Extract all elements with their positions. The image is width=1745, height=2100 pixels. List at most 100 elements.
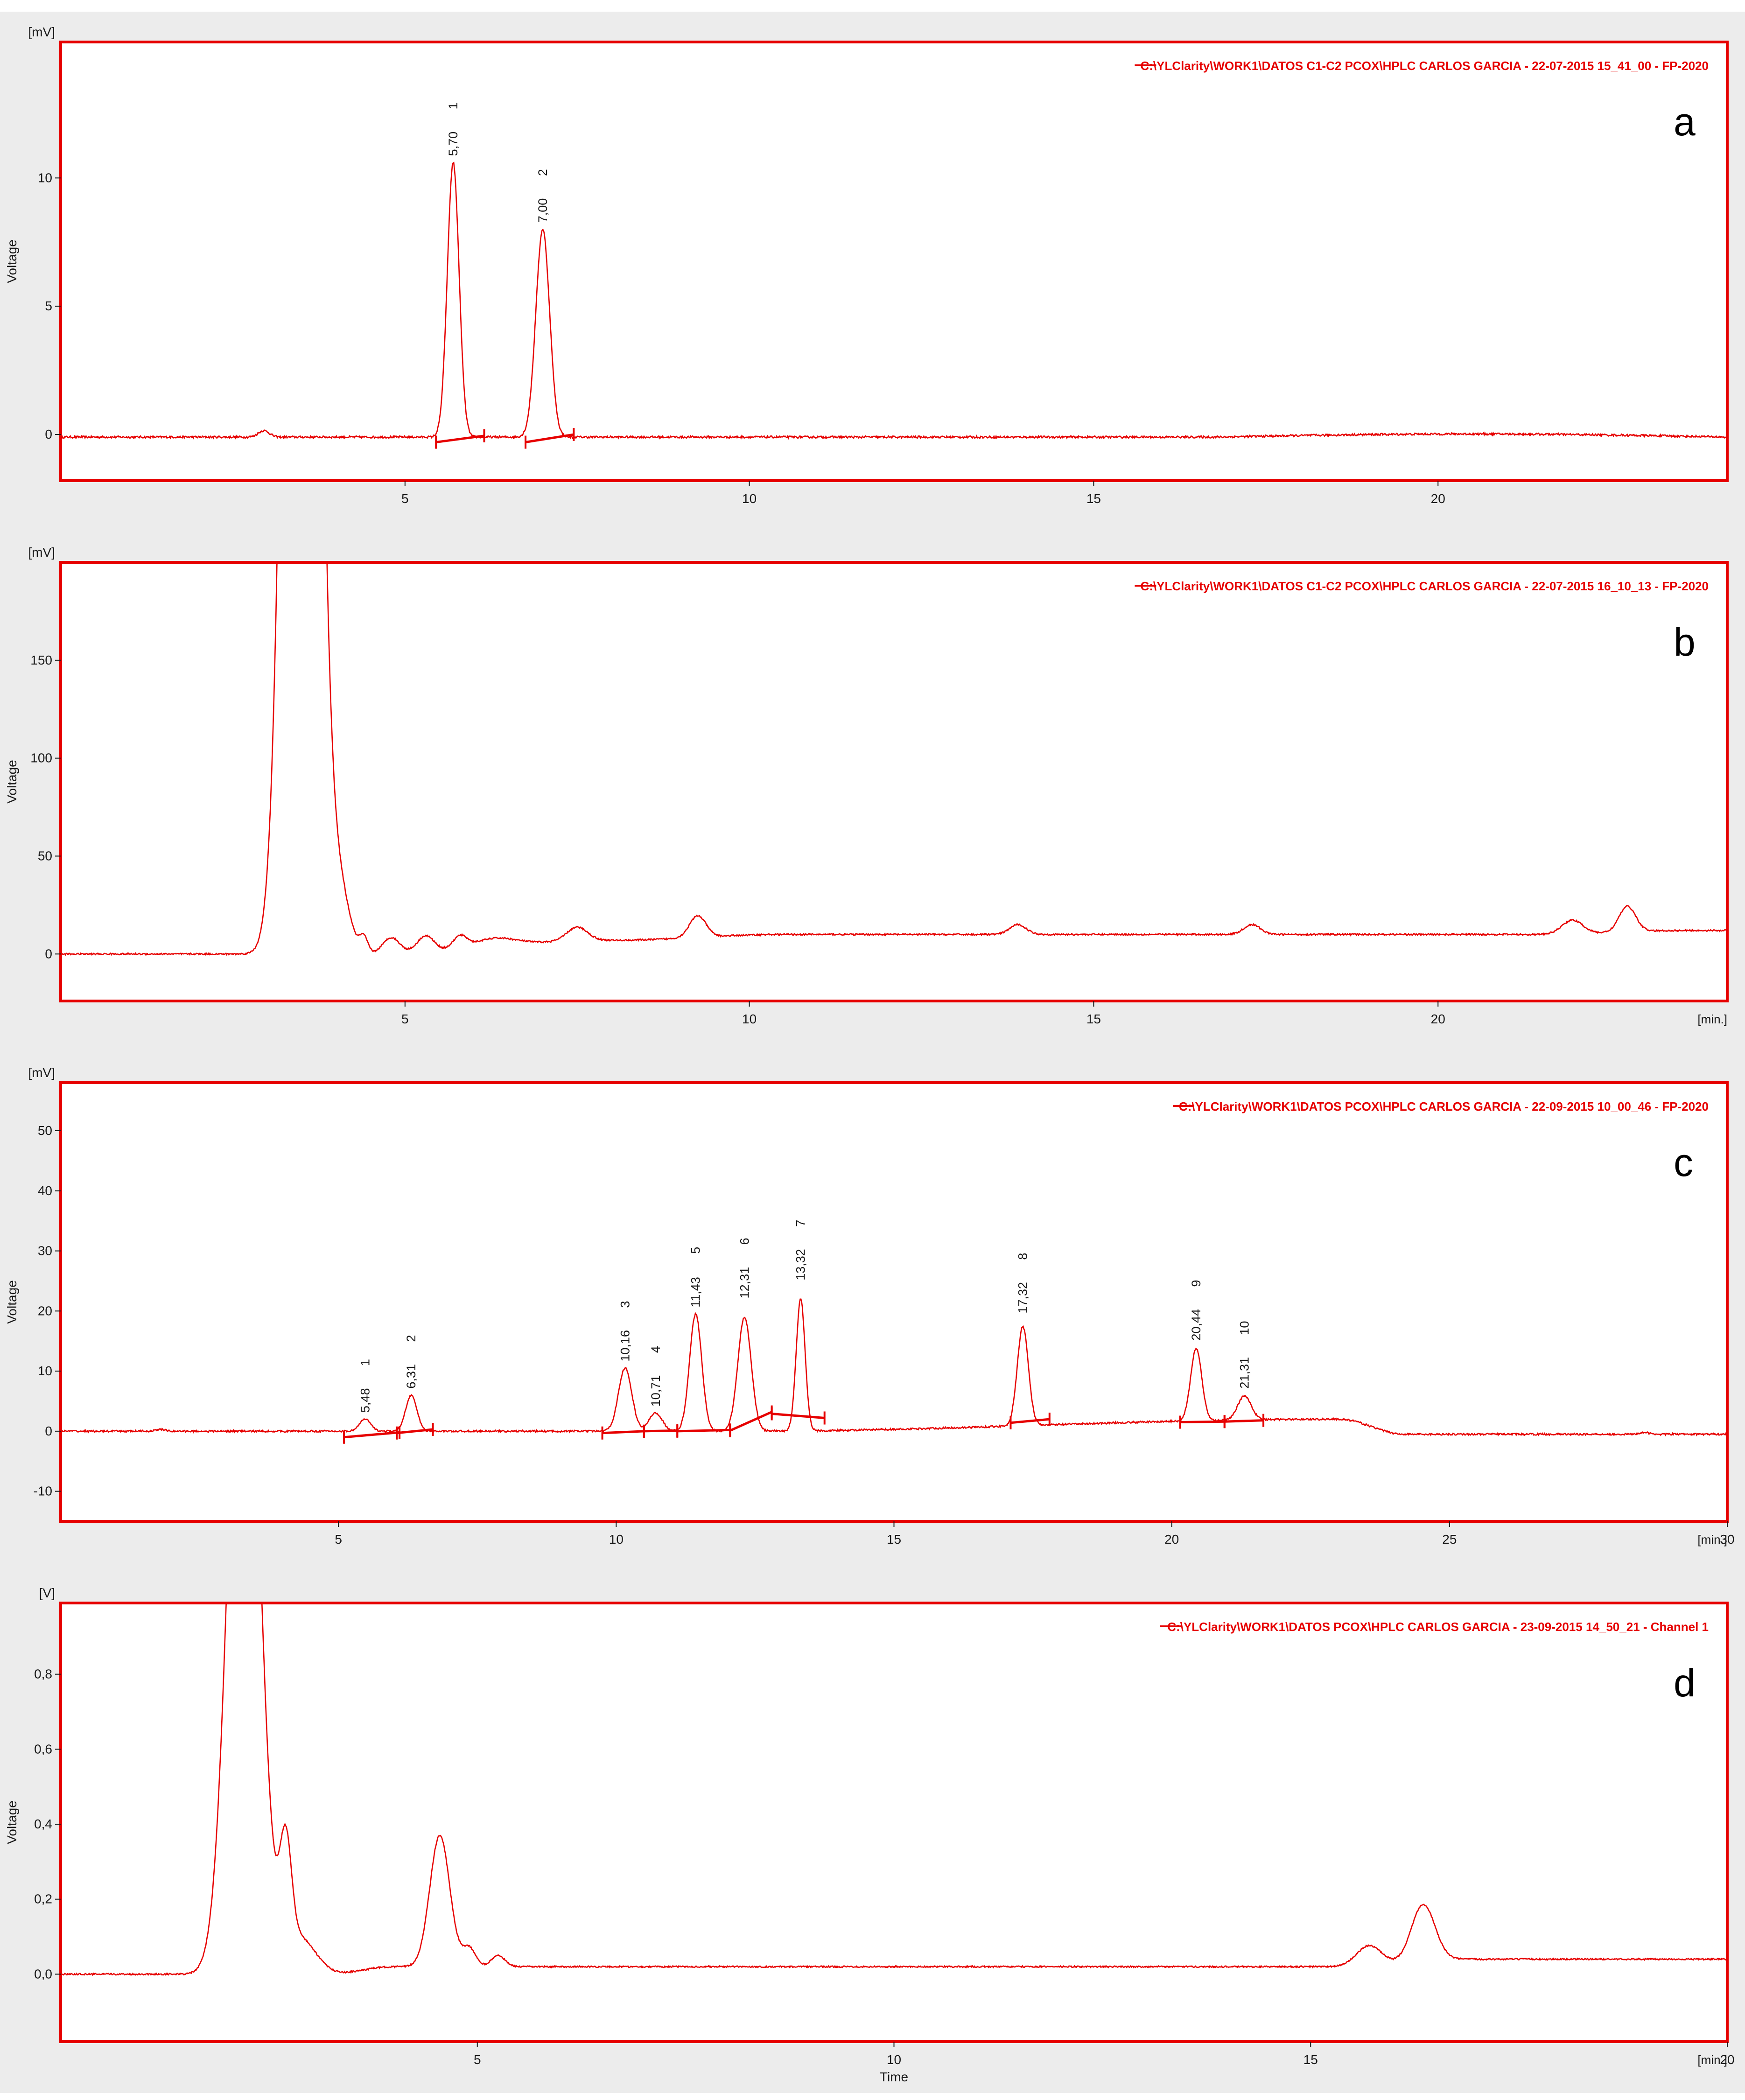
y-tick-label: 0,6: [34, 1742, 52, 1756]
y-unit-label: [mV]: [28, 1065, 55, 1080]
panel-letter: b: [1674, 620, 1696, 664]
x-unit-label: [min.]: [1697, 1012, 1727, 1026]
y-tick-label: 0,0: [34, 1967, 52, 1981]
x-tick-label: 5: [401, 491, 409, 506]
peak-number: 1: [446, 102, 460, 109]
peak-label: 7,00 2: [536, 169, 550, 223]
peak-label: 13,32 7: [794, 1220, 808, 1281]
peak-number: 5: [689, 1247, 703, 1254]
peak-retention-time: 5,48: [358, 1388, 372, 1413]
panel-letter: d: [1674, 1661, 1696, 1705]
y-tick-label: 0: [45, 946, 52, 961]
y-tick-label: 150: [30, 653, 52, 667]
integration-baseline: [435, 429, 485, 449]
x-tick-label: 5: [401, 1012, 409, 1026]
panel-a: [mV] Voltage 0 5 10 5 10 15 20 C:\YLClarity\WORK1…: [0, 12, 1745, 532]
peak-retention-time: 13,32: [794, 1249, 808, 1281]
plot-area: [59, 41, 1729, 482]
x-tick-label: 30: [1720, 1532, 1734, 1547]
y-tick-label: 50: [38, 848, 52, 863]
peak-label: 12,31 6: [737, 1238, 751, 1298]
x-tick-label: 25: [1442, 1532, 1457, 1547]
panel-d: [V] Voltage 0,0 0,2 0,4 0,6 0,8 5 10 15 20[min.] Ti…: [0, 1573, 1745, 2093]
y-tick-label: 0: [45, 427, 52, 441]
chromatogram-trace: [62, 564, 1726, 956]
y-tick-label: 10: [38, 1364, 52, 1378]
x-tick-label: 15: [1303, 2052, 1318, 2067]
x-tick-label: 10: [742, 491, 757, 506]
peak-label: 10,16 3: [618, 1301, 632, 1362]
integration-baseline: [396, 1422, 434, 1440]
peak-label: 21,31 10: [1238, 1321, 1252, 1389]
x-tick-label: 20: [1720, 2052, 1734, 2067]
x-unit-label: [min.]: [1697, 2053, 1727, 2067]
integration-baseline: [1223, 1414, 1265, 1428]
legend-label: C:\YLClarity\WORK1\DATOS C1-C2 PCOX\HPLC…: [1140, 59, 1709, 73]
y-unit-label: [V]: [39, 1586, 55, 1600]
y-tick-label: 0,4: [34, 1817, 52, 1831]
peak-retention-time: 10,71: [649, 1375, 663, 1407]
x-tick-label: 10: [609, 1532, 624, 1547]
x-tick-label: 15: [887, 1532, 901, 1547]
x-tick-label: 20: [1164, 1532, 1179, 1547]
plot-area: [59, 561, 1729, 1002]
peak-number: 9: [1189, 1280, 1203, 1287]
peak-number: 2: [536, 169, 550, 176]
panel-b: [mV] Voltage 0 50 100 150 5 10 15 20 [min.] C:\YLCl…: [0, 532, 1745, 1052]
x-tick-label: 15: [1086, 1012, 1101, 1026]
legend-label: C:\YLClarity\WORK1\DATOS C1-C2 PCOX\HPLC…: [1140, 579, 1709, 593]
peak-number: 4: [649, 1346, 663, 1353]
peak-number: 3: [618, 1301, 632, 1308]
legend-label: C:\YLClarity\WORK1\DATOS PCOX\HPLC CARLO…: [1179, 1099, 1709, 1113]
x-tick-label: 10: [742, 1012, 757, 1026]
y-axis-title: Voltage: [5, 1280, 19, 1323]
plot-area: [59, 1602, 1729, 2043]
peak-number: 2: [404, 1335, 418, 1342]
peak-label: 20,44 9: [1189, 1280, 1203, 1341]
peak-retention-time: 20,44: [1189, 1309, 1203, 1341]
y-tick-label: -10: [34, 1484, 52, 1498]
chromatogram-trace: [62, 1604, 1726, 1976]
x-tick-label: 20: [1431, 1012, 1445, 1026]
y-unit-label: [mV]: [28, 25, 55, 39]
y-tick-label: 0,2: [34, 1892, 52, 1906]
integration-baseline: [525, 428, 575, 449]
legend: C:\YLClarity\WORK1\DATOS C1-C2 PCOX\HPLC…: [1135, 59, 1709, 73]
peak-retention-time: 17,32: [1016, 1282, 1030, 1314]
x-tick-label: 5: [335, 1532, 342, 1547]
peak-number: 10: [1238, 1321, 1252, 1335]
integration-baseline: [771, 1407, 826, 1425]
peak-number: 7: [794, 1220, 808, 1227]
integration-baseline: [1009, 1413, 1051, 1429]
x-tick-label: 15: [1086, 491, 1101, 506]
y-tick-label: 30: [38, 1244, 52, 1258]
legend: C:\YLClarity\WORK1\DATOS PCOX\HPLC CARLO…: [1160, 1620, 1709, 1634]
x-tick-label: 5: [474, 2052, 481, 2067]
peak-retention-time: 11,43: [689, 1277, 703, 1308]
chromatogram-trace: [62, 1298, 1726, 1437]
chromatogram-trace: [62, 161, 1726, 440]
plot-area: [59, 1081, 1729, 1523]
x-axis-title: Time: [880, 2070, 908, 2084]
y-tick-label: 0,8: [34, 1667, 52, 1681]
y-axis-title: Voltage: [5, 1800, 19, 1844]
legend: C:\YLClarity\WORK1\DATOS PCOX\HPLC CARLO…: [1173, 1099, 1709, 1113]
peak-retention-time: 10,16: [618, 1330, 632, 1362]
peak-label: 5,48 1: [358, 1359, 372, 1413]
y-tick-label: 5: [45, 299, 52, 313]
y-tick-label: 10: [38, 170, 52, 185]
peak-label: 11,43 5: [689, 1247, 703, 1308]
panel-letter: a: [1674, 100, 1696, 144]
peak-label: 6,31 2: [404, 1335, 418, 1389]
y-axis-title: Voltage: [5, 239, 19, 283]
peak-retention-time: 5,70: [446, 132, 460, 156]
y-tick-label: 50: [38, 1123, 52, 1138]
x-unit-label: [min.]: [1697, 1533, 1727, 1547]
y-tick-label: 0: [45, 1424, 52, 1438]
panel-letter: c: [1674, 1141, 1693, 1184]
peak-retention-time: 21,31: [1238, 1357, 1252, 1389]
y-axis-title: Voltage: [5, 760, 19, 803]
peak-label: 5,70 1: [446, 102, 460, 156]
x-tick-label: 20: [1431, 491, 1445, 506]
